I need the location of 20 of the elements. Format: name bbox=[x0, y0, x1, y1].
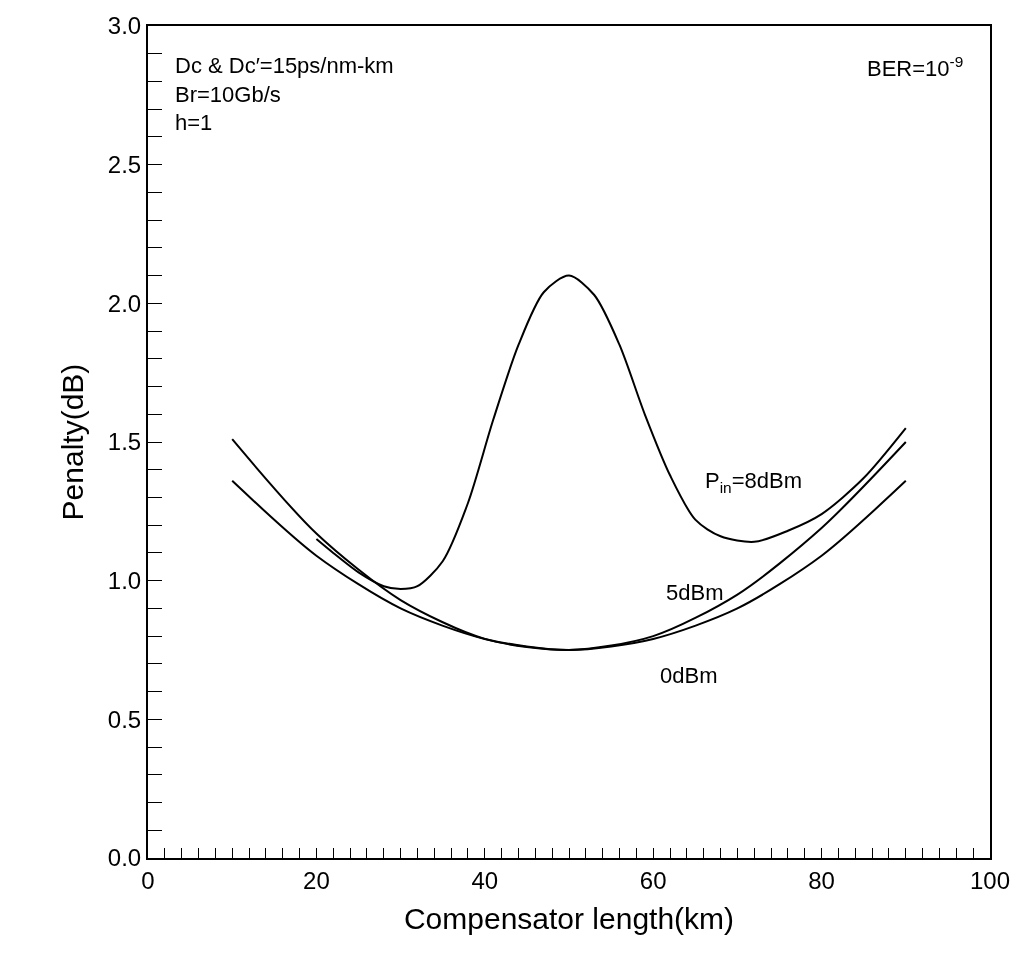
y-tick-label: 2.0 bbox=[107, 289, 142, 317]
x-tick-label: 40 bbox=[471, 866, 499, 894]
x-tick-label: 100 bbox=[969, 866, 1011, 894]
x-axis-title: Compensator length(km) bbox=[403, 901, 735, 935]
x-tick-label: 20 bbox=[303, 866, 330, 894]
annotation: Dc & Dc′=15ps/nm-km Br=10Gb/s h=1 bbox=[175, 53, 394, 136]
series-label: 0dBm bbox=[660, 663, 718, 688]
y-tick-label: 1.5 bbox=[107, 428, 142, 456]
y-tick-label: 0.0 bbox=[107, 844, 142, 872]
x-tick-label: 60 bbox=[639, 866, 667, 894]
series-label: P$_{in}$=8dBm bbox=[705, 468, 802, 496]
y-tick-label: 1.0 bbox=[107, 567, 142, 595]
y-tick-label: 2.5 bbox=[107, 151, 142, 179]
annotation: BER=10$^{-9}$ bbox=[867, 53, 964, 82]
x-tick-label: 80 bbox=[808, 866, 835, 894]
y-tick-label: 3.0 bbox=[107, 12, 142, 40]
x-tick-label: 0 bbox=[141, 866, 155, 894]
y-axis-title: Penalty(dB) bbox=[56, 363, 90, 521]
series-label: 5dBm bbox=[666, 580, 724, 605]
y-tick-label: 0.5 bbox=[107, 705, 142, 733]
